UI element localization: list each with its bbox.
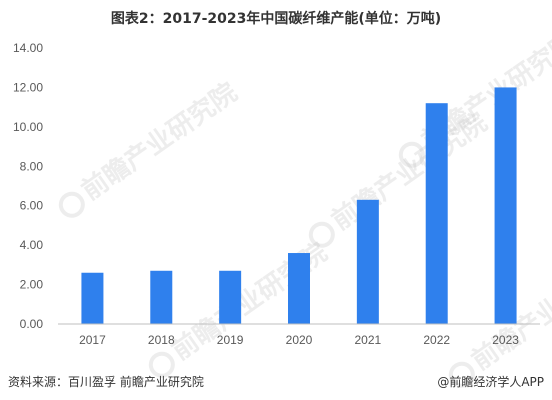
x-tick-label: 2023	[492, 333, 519, 347]
x-tick-label: 2020	[286, 333, 313, 347]
y-tick-label: 8.00	[20, 159, 44, 173]
x-tick-label: 2022	[423, 333, 450, 347]
y-tick-label: 14.00	[13, 41, 43, 55]
x-tick-label: 2018	[148, 333, 175, 347]
x-tick-label: 2017	[79, 333, 106, 347]
bar-2019	[219, 270, 242, 324]
bar-2018	[150, 270, 173, 324]
bar-2022	[425, 103, 448, 324]
bar-2020	[288, 253, 310, 324]
y-tick-label: 12.00	[13, 80, 43, 94]
bar-2023	[494, 87, 517, 324]
source-note: 资料来源：百川盈孚 前瞻产业研究院	[8, 375, 204, 389]
brand-credit: @前瞻经济学人APP	[437, 375, 544, 389]
y-tick-label: 10.00	[13, 120, 43, 134]
y-tick-label: 0.00	[20, 317, 44, 331]
y-tick-label: 6.00	[20, 199, 44, 213]
x-tick-label: 2021	[355, 333, 382, 347]
bar-2017	[81, 272, 104, 324]
bar-2021	[356, 199, 379, 324]
y-tick-label: 4.00	[20, 238, 44, 252]
chart-title: 图表2：2017-2023年中国碳纤维产能(单位：万吨)	[110, 11, 442, 27]
y-tick-label: 2.00	[20, 278, 44, 292]
x-tick-label: 2019	[217, 333, 244, 347]
